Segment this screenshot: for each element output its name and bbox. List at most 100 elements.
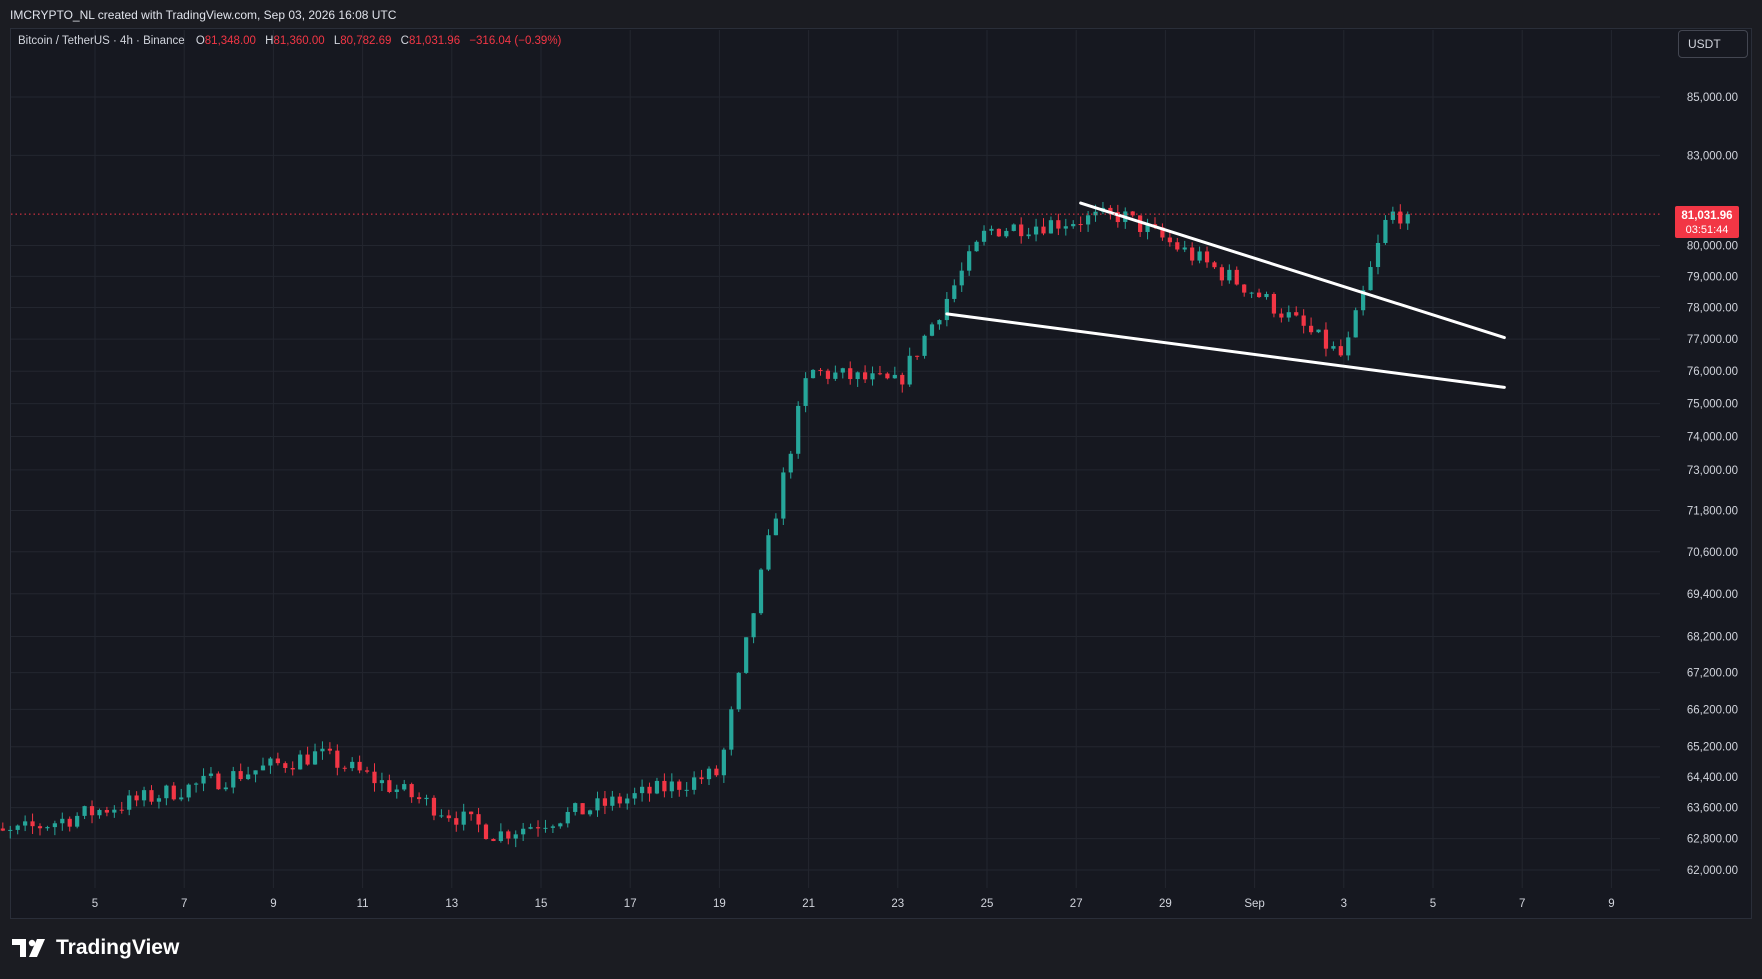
candle-down: [1078, 224, 1083, 226]
candle-up: [268, 758, 273, 766]
y-tick-label: 67,200.00: [1687, 668, 1738, 680]
y-tick-label: 77,000.00: [1687, 334, 1738, 346]
low-value: 80,782.69: [340, 35, 392, 47]
y-tick-label: 68,200.00: [1687, 631, 1738, 643]
candle-down: [714, 768, 719, 776]
candle-up: [461, 811, 466, 825]
candle-up: [1197, 251, 1202, 261]
candle-up: [625, 798, 630, 804]
candle-up: [521, 828, 526, 835]
candle-up: [721, 749, 726, 776]
candle-up: [907, 355, 912, 385]
x-tick-label: 5: [92, 898, 98, 910]
candle-up: [439, 815, 444, 817]
candle-up: [52, 823, 57, 828]
candles: [0, 201, 1410, 848]
y-tick-label: 73,000.00: [1687, 465, 1738, 477]
grid: [11, 30, 1660, 888]
candle-up: [45, 827, 50, 829]
upper-wedge-line[interactable]: [1079, 201, 1506, 340]
candle-down: [134, 795, 139, 801]
candle-up: [1390, 211, 1395, 220]
x-tick-label: 29: [1159, 898, 1172, 910]
candle-up: [127, 795, 132, 810]
candle-up: [528, 827, 533, 829]
candle-up: [543, 827, 548, 829]
x-tick-label: 5: [1430, 898, 1436, 910]
candle-up: [1182, 247, 1187, 250]
candle-up: [967, 251, 972, 271]
candle-down: [238, 771, 243, 780]
candle-down: [1338, 346, 1343, 356]
candle-down: [409, 784, 414, 798]
candle-down: [1271, 293, 1277, 314]
candle-up: [112, 809, 117, 813]
candle-up: [1033, 226, 1039, 235]
candle-up: [989, 228, 994, 231]
candle-up: [164, 785, 169, 799]
candle-down: [342, 767, 347, 769]
candle-up: [1063, 226, 1068, 229]
tradingview-logo[interactable]: TradingView: [12, 936, 179, 960]
candle-down: [1219, 267, 1224, 281]
candle-down: [1175, 242, 1180, 250]
y-tick-label: 66,200.00: [1687, 704, 1738, 716]
candle-up: [729, 709, 734, 750]
price-badge-countdown: 03:51:44: [1686, 224, 1729, 236]
candle-up: [669, 781, 674, 792]
lower-wedge-line[interactable]: [945, 312, 1506, 389]
candle-down: [1294, 312, 1299, 316]
symbol-title[interactable]: Bitcoin / TetherUS · 4h · Binance: [18, 35, 185, 47]
candle-down: [305, 754, 310, 765]
candle-up: [231, 771, 236, 788]
candle-down: [119, 809, 124, 811]
currency-button[interactable]: USDT: [1678, 30, 1748, 58]
tradingview-logo-icon: [12, 939, 45, 957]
candle-down: [387, 780, 392, 792]
candle-up: [595, 798, 600, 811]
candle-down: [1308, 325, 1314, 333]
y-tick-label: 76,000.00: [1687, 366, 1738, 378]
candle-up: [944, 298, 949, 321]
candle-up: [558, 823, 563, 827]
candle-down: [825, 370, 831, 379]
candle-down: [662, 780, 667, 792]
candle-down: [602, 798, 608, 806]
open-value: 81,348.00: [204, 35, 256, 47]
candle-down: [469, 811, 474, 815]
candle-down: [1323, 329, 1329, 349]
last-price-badge: 81,031.96 03:51:44: [1675, 206, 1739, 238]
candle-up: [394, 789, 399, 792]
candle-up: [201, 775, 206, 784]
candle-up: [654, 780, 660, 794]
candle-up: [632, 793, 637, 799]
x-tick-label: 27: [1070, 898, 1083, 910]
candle-down: [1108, 207, 1113, 213]
candle-down: [327, 748, 332, 751]
candle-down: [506, 831, 511, 839]
candle-up: [156, 798, 162, 802]
candle-down: [104, 809, 109, 813]
y-tick-label: 85,000.00: [1687, 92, 1738, 104]
candle-down: [1190, 247, 1195, 261]
candle-down: [216, 773, 221, 790]
candle-down: [416, 797, 422, 800]
x-tick-label: 7: [181, 898, 187, 910]
candle-down: [677, 781, 682, 790]
candle-down: [491, 839, 496, 842]
candle-down: [335, 750, 340, 768]
y-tick-label: 71,800.00: [1687, 505, 1738, 517]
candle-up: [15, 825, 20, 830]
candle-down: [171, 785, 176, 800]
candle-up: [937, 320, 942, 325]
candle-up: [424, 797, 429, 800]
candle-down: [1234, 269, 1239, 285]
candle-up: [1227, 269, 1232, 281]
x-tick-label: 9: [270, 898, 276, 910]
candle-up: [1249, 292, 1254, 294]
candle-up: [1353, 310, 1358, 338]
candle-down: [67, 818, 72, 827]
candle-up: [952, 285, 957, 299]
candle-up: [840, 368, 845, 373]
